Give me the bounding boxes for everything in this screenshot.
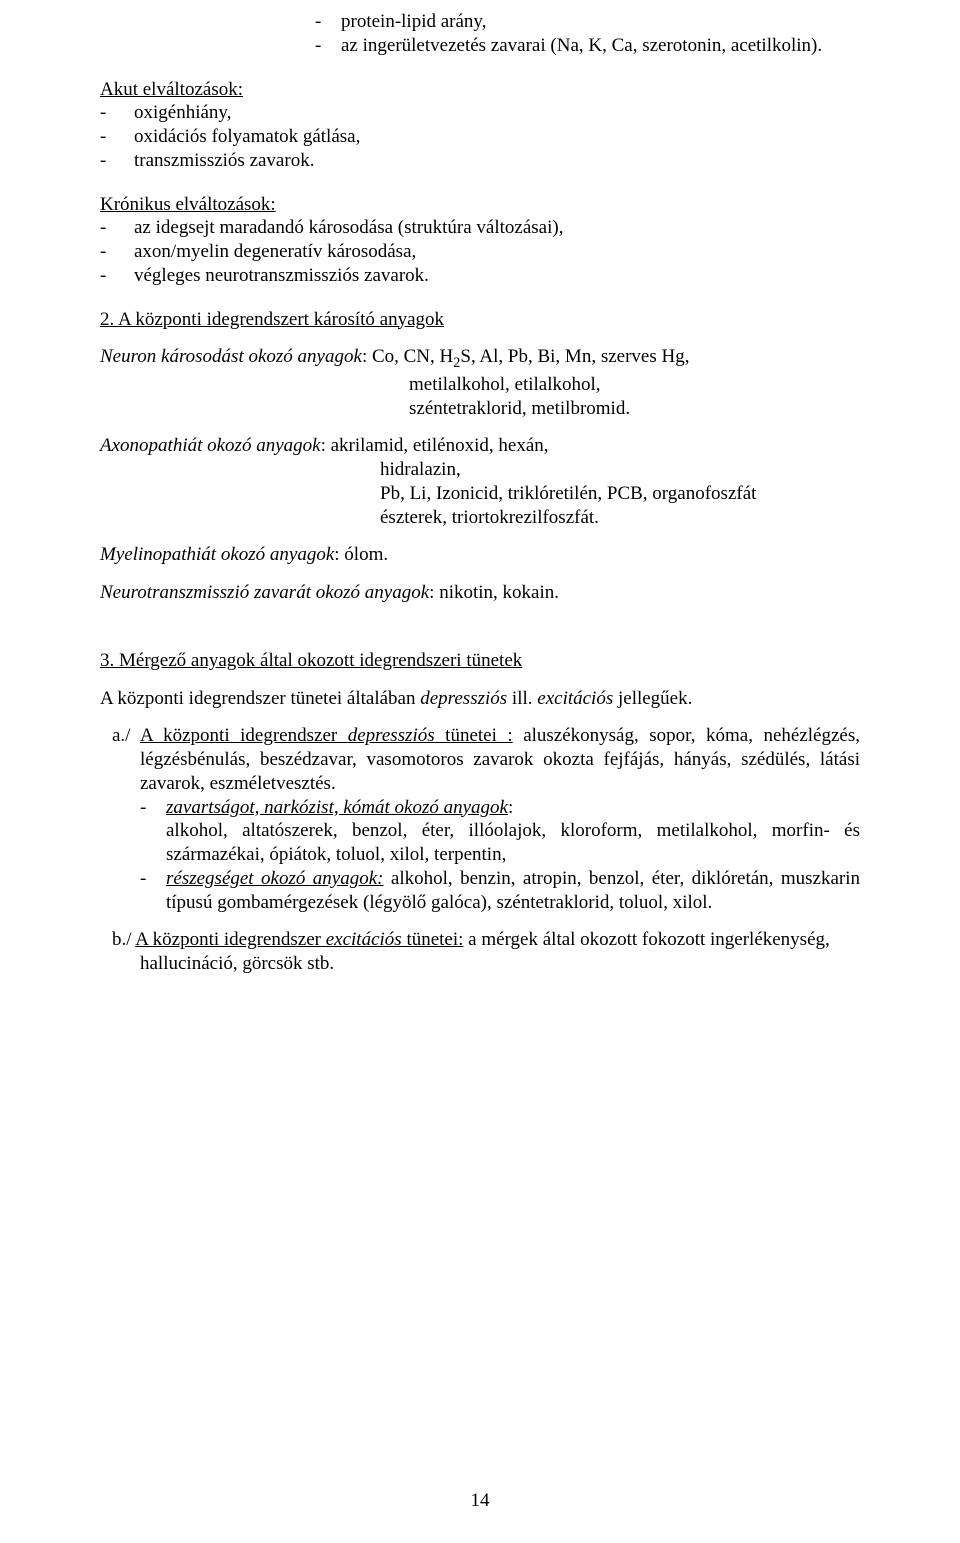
hanging-line: Pb, Li, Izonicid, triklóretilén, PCB, or… xyxy=(380,482,860,506)
lead: a./ xyxy=(112,725,140,746)
underline-text: A központi idegrendszer depressziós tüne… xyxy=(140,725,513,746)
section-2: 2. A központi idegrendszert károsító any… xyxy=(100,308,860,605)
list-item: -axon/myelin degeneratív károsodása, xyxy=(100,240,860,264)
page-number: 14 xyxy=(0,1489,960,1513)
hanging-line: észterek, triortokrezilfoszfát. xyxy=(380,506,860,530)
list-text: oxidációs folyamatok gátlása, xyxy=(134,125,360,149)
akut-section: Akut elváltozások: -oxigénhiány, -oxidác… xyxy=(100,78,860,173)
intro-line: A központi idegrendszer tünetei általába… xyxy=(100,687,860,711)
list-text: oxigénhiány, xyxy=(134,101,231,125)
myelin-block: Myelinopathiát okozó anyagok: ólom. xyxy=(100,543,860,567)
text: S, Al, Pb, Bi, Mn, szerves Hg, xyxy=(460,346,689,367)
section-3: 3. Mérgező anyagok által okozott idegren… xyxy=(100,649,860,976)
dash: - xyxy=(100,101,134,125)
text: jellegűek. xyxy=(613,688,692,709)
dash: - xyxy=(100,264,134,288)
italic-text: excitációs xyxy=(537,688,613,709)
text: : Co, CN, H xyxy=(362,346,453,367)
dash: - xyxy=(315,34,341,58)
list-item: - az ingerületvezetés zavarai (Na, K, Ca… xyxy=(315,34,860,58)
list-item: - zavartságot, narkózist, kómát okozó an… xyxy=(140,796,860,820)
dash: - xyxy=(140,867,166,915)
text: A központi idegrendszer tünetei általába… xyxy=(100,688,420,709)
kronikus-section: Krónikus elváltozások: -az idegsejt mara… xyxy=(100,193,860,288)
text: : nikotin, kokain. xyxy=(429,582,559,603)
list-text: az ingerületvezetés zavarai (Na, K, Ca, … xyxy=(341,34,822,58)
neurotrans-block: Neurotranszmisszió zavarát okozó anyagok… xyxy=(100,581,860,605)
list-text: protein-lipid arány, xyxy=(341,10,486,34)
text: ill. xyxy=(507,688,537,709)
section-3b: b./ A központi idegrendszer excitációs t… xyxy=(100,928,860,976)
section-heading: 2. A központi idegrendszert károsító any… xyxy=(100,309,444,330)
list-item: -transzmissziós zavarok. xyxy=(100,149,860,173)
underline-text: A központi idegrendszer excitációs tünet… xyxy=(135,929,463,950)
italic-label: Axonopathiát okozó anyagok xyxy=(100,435,321,456)
italic-text: depressziós xyxy=(420,688,507,709)
lead: b./ xyxy=(112,929,135,950)
italic-label: Myelinopathiát okozó anyagok xyxy=(100,544,334,565)
kronikus-list: -az idegsejt maradandó károsodása (struk… xyxy=(100,216,860,287)
axon-block: Axonopathiát okozó anyagok: akrilamid, e… xyxy=(100,434,860,529)
list-text: az idegsejt maradandó károsodása (strukt… xyxy=(134,216,563,240)
list-item: - protein-lipid arány, xyxy=(315,10,860,34)
neuron-block: Neuron károsodást okozó anyagok: Co, CN,… xyxy=(100,345,860,420)
dash: - xyxy=(100,216,134,240)
list-item: -az idegsejt maradandó károsodása (struk… xyxy=(100,216,860,240)
dash: - xyxy=(100,240,134,264)
sub-body: alkohol, altatószerek, benzol, éter, ill… xyxy=(140,819,860,867)
list-item: -oxidációs folyamatok gátlása, xyxy=(100,125,860,149)
section-heading: Krónikus elváltozások: xyxy=(100,194,276,215)
list-item: -végleges neurotranszmissziós zavarok. xyxy=(100,264,860,288)
dash: - xyxy=(100,149,134,173)
list-item: -oxigénhiány, xyxy=(100,101,860,125)
dash: - xyxy=(100,125,134,149)
section-3a-sublist: - zavartságot, narkózist, kómát okozó an… xyxy=(100,796,860,915)
dash: - xyxy=(315,10,341,34)
italic-label: Neuron károsodást okozó anyagok xyxy=(100,346,362,367)
text: : ólom. xyxy=(334,544,388,565)
top-indent-block: - protein-lipid arány, - az ingerületvez… xyxy=(315,10,860,58)
section-heading: 3. Mérgező anyagok által okozott idegren… xyxy=(100,650,522,671)
list-text: transzmissziós zavarok. xyxy=(134,149,314,173)
list-text: axon/myelin degeneratív károsodása, xyxy=(134,240,416,264)
hanging-line: metilalkohol, etilalkohol, xyxy=(409,373,860,397)
text: : akrilamid, etilénoxid, hexán, xyxy=(321,435,549,456)
dash: - xyxy=(140,796,166,820)
hanging-line: hidralazin, xyxy=(380,458,860,482)
list-text: zavartságot, narkózist, kómát okozó anya… xyxy=(166,796,513,820)
list-item: - részegséget okozó anyagok: alkohol, be… xyxy=(140,867,860,915)
section-heading: Akut elváltozások: xyxy=(100,79,243,100)
document-page: - protein-lipid arány, - az ingerületvez… xyxy=(0,0,960,1543)
hanging-line: széntetraklorid, metilbromid. xyxy=(409,397,860,421)
list-text: végleges neurotranszmissziós zavarok. xyxy=(134,264,429,288)
section-3a: a./ A központi idegrendszer depressziós … xyxy=(100,724,860,795)
italic-label: Neurotranszmisszió zavarát okozó anyagok xyxy=(100,582,429,603)
list-text: részegséget okozó anyagok: alkohol, benz… xyxy=(166,867,860,915)
akut-list: -oxigénhiány, -oxidációs folyamatok gátl… xyxy=(100,101,860,172)
